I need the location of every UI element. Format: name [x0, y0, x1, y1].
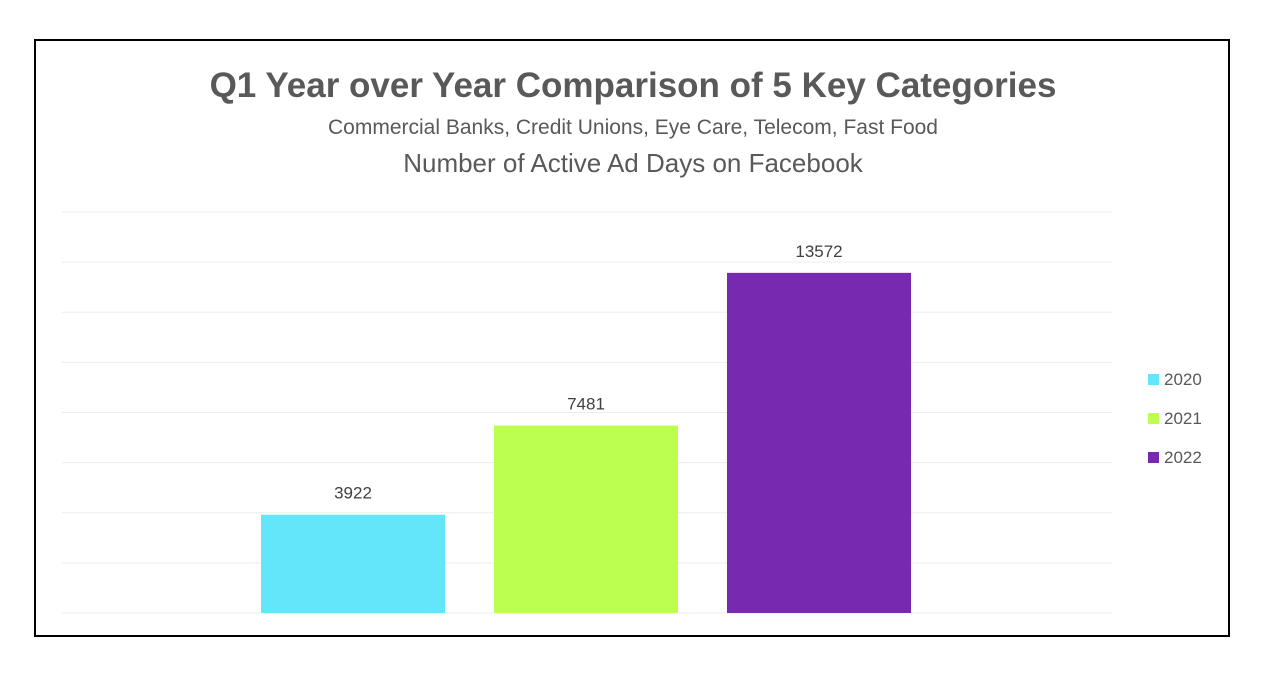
legend-label-2021: 2021: [1164, 408, 1202, 428]
bars: [261, 272, 911, 613]
legend-item-2022: 2022: [1148, 438, 1228, 477]
bar-2021: [494, 425, 678, 613]
data-label-2020: 3922: [334, 484, 372, 503]
legend-swatch-2021: [1148, 413, 1159, 424]
bar-2020: [261, 514, 445, 613]
data-labels: 3922 7481 13572: [334, 242, 843, 503]
legend-label-2020: 2020: [1164, 369, 1202, 389]
bar-2022: [727, 272, 911, 613]
chart-metric-label: Number of Active Ad Days on Facebook: [403, 148, 863, 178]
data-label-2022: 13572: [795, 242, 842, 261]
legend: 2020 2021 2022: [1148, 360, 1228, 477]
legend-item-2021: 2021: [1148, 399, 1228, 438]
legend-item-2020: 2020: [1148, 360, 1228, 399]
legend-label-2022: 2022: [1164, 447, 1202, 467]
chart-subtitle: Commercial Banks, Credit Unions, Eye Car…: [327, 116, 938, 139]
legend-swatch-2022: [1148, 452, 1159, 463]
legend-swatch-2020: [1148, 374, 1159, 385]
chart-title: Q1 Year over Year Comparison of 5 Key Ca…: [209, 66, 1057, 105]
data-label-2021: 7481: [567, 395, 605, 414]
